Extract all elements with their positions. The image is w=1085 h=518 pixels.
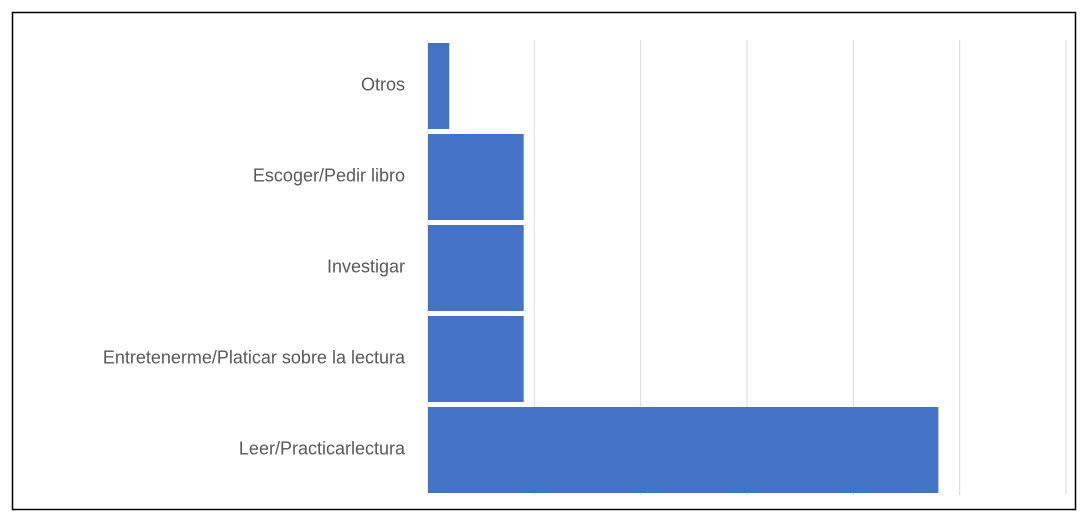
bar [428, 316, 524, 402]
y-tick-label: Entretenerme/Platicar sobre la lectura [103, 347, 406, 367]
y-tick-label: Otros [361, 74, 405, 94]
bar [428, 134, 524, 220]
y-tick-label: Investigar [327, 256, 405, 276]
y-tick-label: Leer/Practicarlectura [239, 438, 406, 458]
bar [428, 407, 939, 493]
bar [428, 225, 524, 311]
bar [428, 43, 450, 129]
y-tick-label: Escoger/Pedir libro [253, 165, 405, 185]
